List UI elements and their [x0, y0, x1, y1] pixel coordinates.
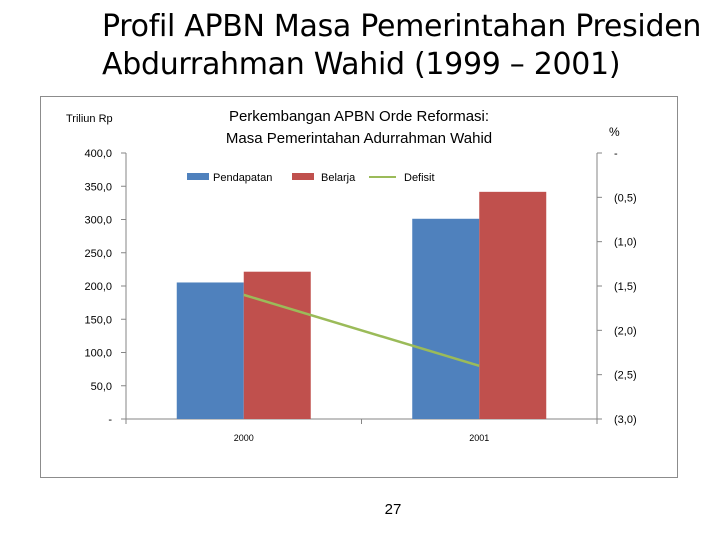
x-tick-label: 2001 — [469, 433, 489, 443]
right-tick-label: (2,0) — [614, 325, 637, 337]
bar-belarja-2001 — [479, 191, 547, 419]
right-tick-label: (2,5) — [614, 370, 637, 382]
legend-swatch-pendapatan — [187, 173, 209, 180]
legend-swatch-belarja — [292, 173, 314, 180]
left-tick-label: 350,0 — [84, 181, 112, 193]
left-tick-label: 250,0 — [84, 248, 112, 260]
bar-pendapatan-2000 — [176, 282, 244, 419]
x-tick-label: 2000 — [234, 433, 254, 443]
right-tick-label: (3,0) — [614, 414, 637, 426]
bar-pendapatan-2001 — [412, 218, 480, 419]
right-tick-label: - — [614, 148, 618, 160]
left-tick-label: 50,0 — [91, 381, 112, 393]
legend-label-defisit: Defisit — [404, 172, 435, 184]
slide-title: Profil APBN Masa Pemerintahan Presiden A… — [102, 8, 702, 84]
line-defisit — [243, 293, 480, 367]
left-tick-label: 400,0 — [84, 148, 112, 160]
slide-title-line-1: Profil APBN Masa Pemerintahan Presiden — [102, 9, 702, 44]
bar-belarja-2000 — [243, 271, 311, 419]
right-axis-unit: % — [609, 125, 620, 139]
left-tick-label: 200,0 — [84, 281, 112, 293]
apbn-chart: Perkembangan APBN Orde Reformasi: Masa Pe… — [66, 108, 637, 443]
left-tick-label: - — [108, 414, 112, 426]
page-number: 27 — [384, 501, 402, 518]
left-tick-label: 100,0 — [84, 348, 112, 360]
legend-label-belarja: Belarja — [321, 172, 356, 184]
chart-title-line-2: Masa Pemerintahan Adurrahman Wahid — [226, 130, 492, 147]
right-tick-label: (0,5) — [614, 192, 637, 204]
left-tick-label: 150,0 — [84, 314, 112, 326]
left-axis-unit: Triliun Rp — [66, 113, 113, 125]
legend-label-pendapatan: Pendapatan — [213, 172, 272, 184]
slide-title-line-2: Abdurrahman Wahid (1999 – 2001) — [102, 47, 621, 82]
chart-frame: Perkembangan APBN Orde Reformasi: Masa Pe… — [40, 96, 678, 478]
right-tick-label: (1,0) — [614, 237, 637, 249]
left-tick-label: 300,0 — [84, 215, 112, 227]
chart-title-line-1: Perkembangan APBN Orde Reformasi: — [229, 108, 489, 125]
right-tick-label: (1,5) — [614, 281, 637, 293]
